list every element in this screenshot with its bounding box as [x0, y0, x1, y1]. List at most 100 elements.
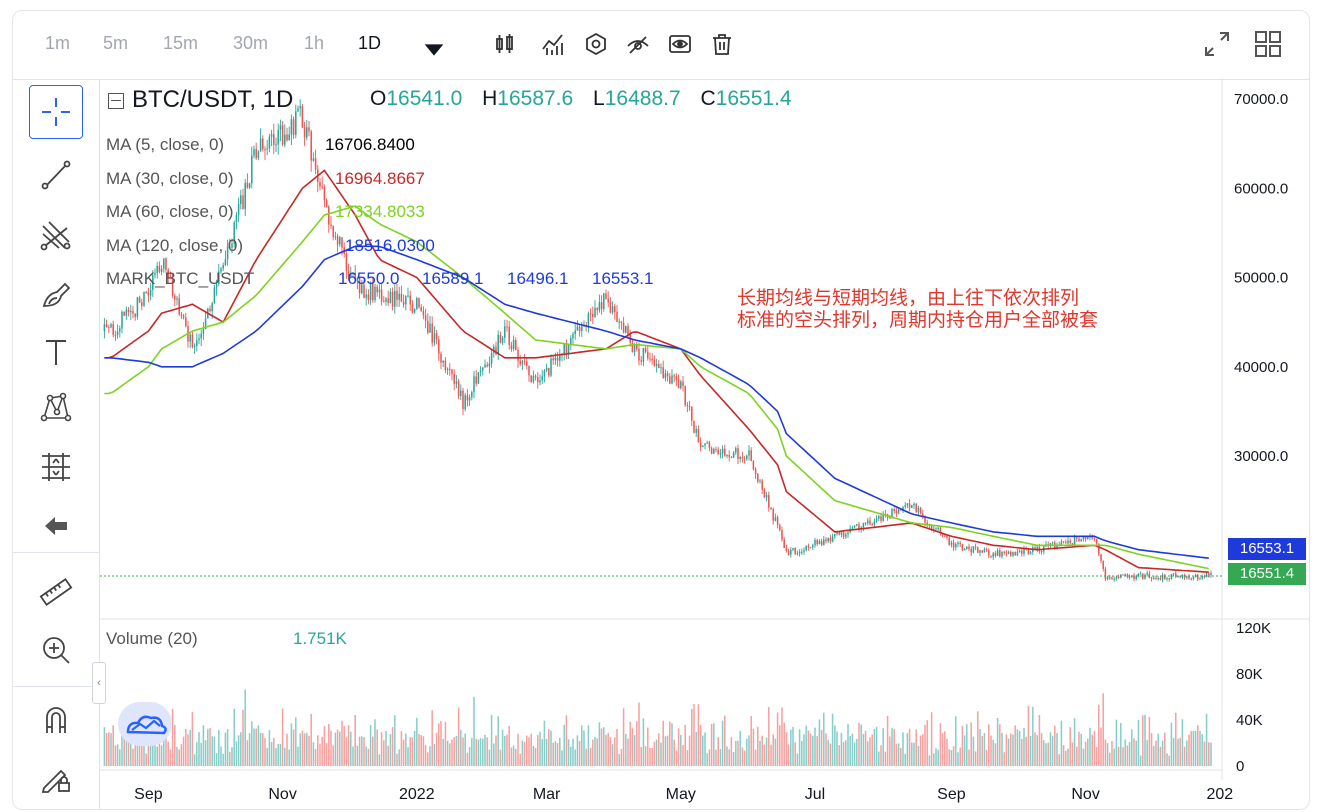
timeframe-dropdown-icon[interactable]	[421, 37, 444, 56]
measure-tool[interactable]	[35, 446, 77, 488]
candle-body	[1146, 573, 1148, 575]
candle-body	[449, 368, 451, 370]
volume-bar	[191, 711, 194, 766]
volume-bar	[308, 735, 310, 766]
candle-type-icon[interactable]	[492, 31, 518, 57]
collapse-legend-icon[interactable]	[108, 92, 124, 109]
timeframe-30m[interactable]: 30m	[233, 33, 269, 53]
candle-body	[512, 339, 515, 349]
crosshair-tool[interactable]	[29, 85, 83, 139]
ma5-legend[interactable]: MA (5, close, 0)	[106, 135, 225, 154]
pattern-tool[interactable]	[35, 386, 77, 428]
timeframe-1d[interactable]: 1D	[358, 33, 382, 53]
time-tick-label: Jul	[805, 786, 825, 803]
candle-body	[669, 376, 671, 384]
volume-bar	[946, 738, 948, 766]
candle-body	[803, 550, 805, 552]
pitchfork-tool[interactable]	[35, 214, 77, 256]
candle-body	[460, 390, 462, 396]
timeframe-15m[interactable]: 15m	[163, 33, 199, 53]
candle-body	[596, 308, 598, 311]
ma120-legend[interactable]: MA (120, close, 0)	[106, 236, 244, 255]
candle-body	[765, 495, 768, 498]
candle-body	[451, 369, 453, 375]
candle-body	[653, 360, 656, 367]
volume-bar	[587, 725, 590, 766]
volume-bar	[1001, 732, 1003, 766]
brush-tool[interactable]	[35, 274, 77, 316]
back-tool[interactable]	[35, 505, 77, 547]
ma60-legend[interactable]: MA (60, close, 0)	[106, 202, 234, 221]
volume-bar	[1210, 742, 1212, 766]
indicators-icon[interactable]	[540, 31, 566, 57]
volume-bar	[209, 728, 211, 766]
volume-bar	[424, 745, 427, 766]
candle-body	[1115, 576, 1118, 579]
volume-bar	[968, 749, 970, 766]
volume-bar	[325, 742, 328, 766]
candle-body	[719, 453, 722, 455]
trendline-tool[interactable]	[35, 154, 77, 196]
candle-body	[1076, 537, 1078, 539]
ma30-legend[interactable]: MA (30, close, 0)	[106, 169, 234, 188]
candle-body	[1034, 547, 1036, 549]
candle-body	[809, 547, 812, 549]
volume-bar	[682, 745, 684, 766]
fullscreen-icon[interactable]	[1202, 29, 1232, 59]
timeframe-1h[interactable]: 1h	[304, 33, 325, 53]
volume-bar	[702, 735, 704, 766]
candle-body	[440, 353, 442, 363]
candle-body	[825, 539, 827, 542]
volume-bar	[255, 728, 257, 766]
candle-body	[776, 517, 779, 526]
volume-bar	[407, 747, 409, 766]
zoom-in-tool[interactable]	[35, 629, 77, 671]
text-tool[interactable]	[35, 331, 77, 373]
candle-body	[169, 276, 172, 279]
trash-icon[interactable]	[709, 31, 735, 57]
collapse-panel-button[interactable]: ‹	[92, 662, 106, 704]
lock-drawing-tool[interactable]	[35, 757, 77, 799]
volume-bar	[1177, 738, 1179, 766]
volume-bar	[328, 723, 330, 766]
timeframe-1m[interactable]: 1m	[45, 33, 71, 53]
volume-bar	[290, 723, 293, 766]
hide-drawings-icon[interactable]	[625, 31, 651, 57]
candle-body	[429, 323, 431, 333]
volume-bar	[864, 730, 867, 766]
candle-body	[409, 295, 411, 305]
volume-bar	[1104, 739, 1107, 766]
volume-bar	[334, 732, 337, 766]
volume-bar	[618, 754, 620, 766]
volume-bar	[686, 750, 689, 766]
timeframe-5m[interactable]: 5m	[103, 33, 129, 53]
volume-bar	[248, 733, 251, 766]
volume-legend[interactable]: Volume (20)	[106, 629, 198, 648]
candle-body	[537, 377, 539, 383]
volume-bar	[721, 720, 724, 766]
trendline-icon	[41, 160, 71, 190]
visibility-icon[interactable]	[667, 31, 693, 57]
volume-bar	[752, 728, 755, 766]
candle-body	[213, 287, 216, 304]
ruler-icon	[39, 578, 73, 606]
candle-body	[1164, 575, 1166, 579]
ruler-tool[interactable]	[35, 571, 77, 613]
candle-body	[418, 297, 420, 308]
layout-grid-icon[interactable]	[1253, 29, 1283, 59]
candle-body	[215, 283, 218, 288]
pitchfork-icon	[40, 221, 71, 251]
volume-bar	[363, 737, 365, 766]
candle-body	[673, 375, 675, 377]
candle-body	[664, 373, 667, 379]
settings-hex-icon[interactable]	[583, 31, 609, 57]
candle-body	[554, 357, 557, 361]
candle-body	[638, 348, 640, 361]
candle-body	[220, 268, 222, 272]
magnet-tool[interactable]	[35, 699, 77, 741]
candle-body	[642, 348, 645, 362]
mark-legend[interactable]: MARK_BTC_USDT	[106, 269, 255, 288]
volume-bar	[515, 749, 517, 766]
candle-body	[944, 535, 946, 537]
